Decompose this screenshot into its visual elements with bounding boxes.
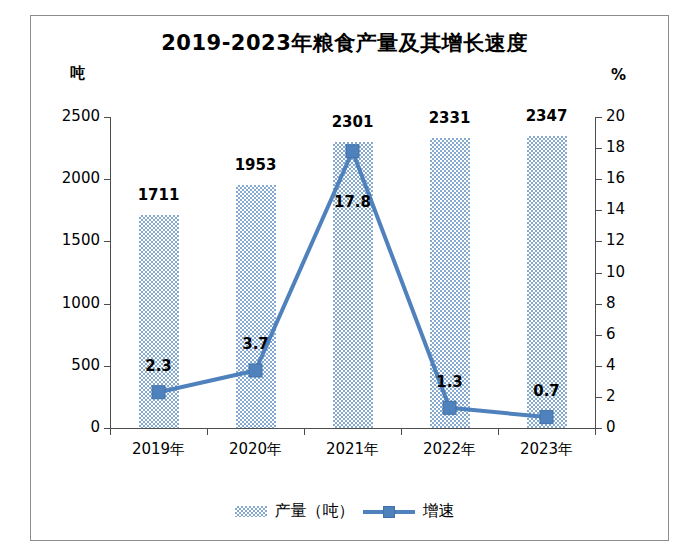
left-axis-tick <box>104 304 110 305</box>
left-axis-line <box>110 117 111 429</box>
right-axis-tick-label: 10 <box>606 265 625 280</box>
left-axis-tick-label: 2500 <box>62 109 100 124</box>
right-axis-tick <box>596 210 602 211</box>
legend-label-growth: 增速 <box>423 501 455 522</box>
x-axis-tick <box>401 429 402 435</box>
x-axis-category-label: 2022年 <box>423 442 476 457</box>
bar-value-label: 1953 <box>235 158 277 173</box>
left-axis-tick-label: 0 <box>90 420 100 435</box>
legend-label-production: 产量（吨） <box>275 501 355 522</box>
right-axis-tick-label: 16 <box>606 171 625 186</box>
left-axis-tick <box>104 179 110 180</box>
left-axis-unit-label: 吨 <box>70 64 85 83</box>
right-axis-tick <box>596 241 602 242</box>
line-value-label: 3.7 <box>242 337 269 352</box>
x-axis-tick <box>207 429 208 435</box>
right-axis-tick <box>596 335 602 336</box>
right-axis-tick-label: 2 <box>606 389 616 404</box>
right-axis-tick <box>596 366 602 367</box>
left-axis-tick-label: 2000 <box>62 171 100 186</box>
right-axis-tick-label: 12 <box>606 233 625 248</box>
production-bar <box>333 142 373 428</box>
legend: 产量（吨） 增速 <box>0 501 689 522</box>
right-axis-tick-label: 8 <box>606 296 616 311</box>
right-axis-tick-label: 0 <box>606 420 616 435</box>
x-axis-tick <box>498 429 499 435</box>
legend-line-marker-icon <box>383 506 395 518</box>
right-axis-tick <box>596 148 602 149</box>
right-axis-tick <box>596 304 602 305</box>
left-axis-tick-label: 1000 <box>62 296 100 311</box>
line-value-label: 0.7 <box>533 384 560 399</box>
right-axis-tick <box>596 273 602 274</box>
x-axis-line <box>110 428 596 429</box>
left-axis-tick-label: 500 <box>71 358 100 373</box>
x-axis-tick <box>110 429 111 435</box>
x-axis-category-label: 2021年 <box>326 442 379 457</box>
left-axis-tick <box>104 366 110 367</box>
line-value-label: 2.3 <box>145 359 172 374</box>
line-value-label: 17.8 <box>334 195 371 210</box>
right-axis-tick <box>596 117 602 118</box>
right-axis-tick <box>596 397 602 398</box>
x-axis-tick <box>595 429 596 435</box>
bar-value-label: 1711 <box>138 188 180 203</box>
left-axis-tick <box>104 241 110 242</box>
right-axis-tick <box>596 428 602 429</box>
right-axis-tick-label: 14 <box>606 202 625 217</box>
right-axis-unit-label: % <box>611 66 626 84</box>
bar-value-label: 2301 <box>332 114 374 129</box>
x-axis-category-label: 2023年 <box>520 442 573 457</box>
x-axis-tick <box>304 429 305 435</box>
legend-bar-swatch <box>235 506 267 517</box>
chart-canvas: 2019-2023年粮食产量及其增长速度 吨 % 050010001500200… <box>0 0 689 551</box>
x-axis-category-label: 2019年 <box>132 442 185 457</box>
chart-title: 2019-2023年粮食产量及其增长速度 <box>0 29 689 57</box>
right-axis-tick-label: 18 <box>606 140 625 155</box>
legend-line-swatch <box>363 505 415 519</box>
right-axis-tick-label: 20 <box>606 109 625 124</box>
right-axis-tick-label: 4 <box>606 358 616 373</box>
line-value-label: 1.3 <box>436 374 463 389</box>
right-axis-tick-label: 6 <box>606 327 616 342</box>
right-axis-tick <box>596 179 602 180</box>
bar-value-label: 2347 <box>526 109 568 124</box>
bar-value-label: 2331 <box>429 111 471 126</box>
left-axis-tick-label: 1500 <box>62 233 100 248</box>
production-bar <box>236 185 276 428</box>
left-axis-tick <box>104 117 110 118</box>
x-axis-category-label: 2020年 <box>229 442 282 457</box>
production-bar <box>139 215 179 428</box>
